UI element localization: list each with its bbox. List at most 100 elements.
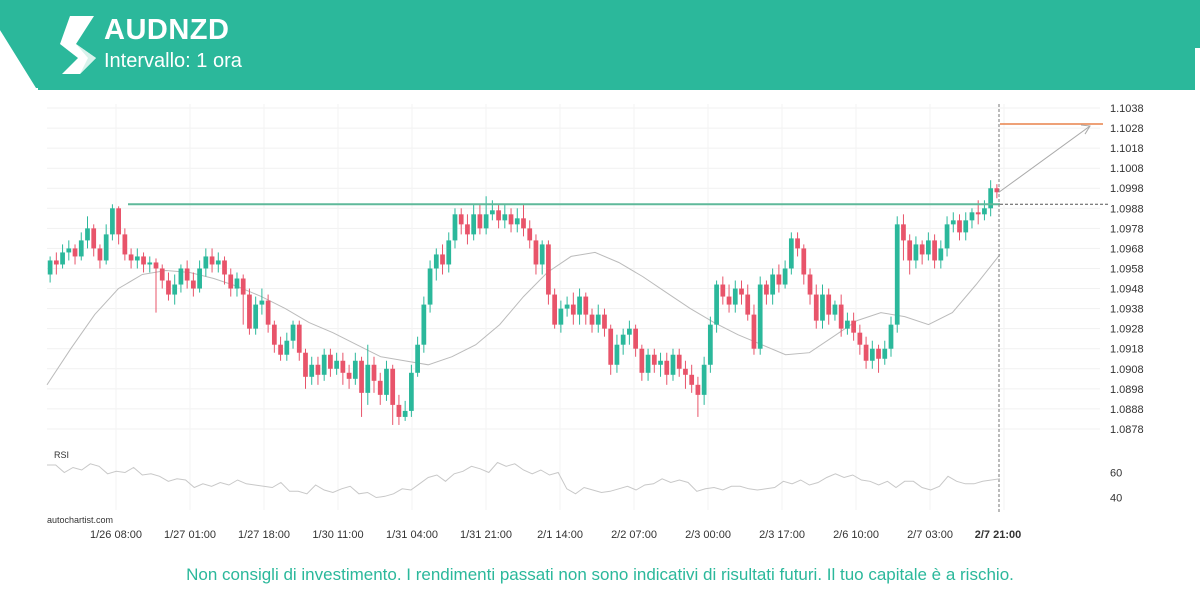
rsi-tick-label: 60	[1110, 468, 1122, 480]
price-tick-label: 1.0948	[1110, 284, 1144, 296]
candle-body	[645, 354, 651, 373]
candle-body	[994, 188, 1000, 193]
candle-body	[950, 220, 956, 225]
candle-body	[570, 304, 576, 315]
candle-body	[203, 256, 209, 269]
price-tick-label: 1.0968	[1110, 243, 1144, 255]
candle-body	[53, 260, 59, 265]
time-tick-label: 1/27 18:00	[238, 529, 290, 541]
candle-body	[153, 262, 159, 269]
candle-body	[66, 248, 72, 253]
branding-text: autochartist.com	[47, 515, 114, 525]
candle-body	[776, 274, 782, 285]
price-tick-label: 1.0888	[1110, 404, 1144, 416]
time-tick-label: 1/31 21:00	[460, 529, 512, 541]
candle-body	[751, 314, 757, 349]
forecast-arrow	[998, 125, 1091, 193]
candle-body	[670, 354, 676, 375]
rsi-label: RSI	[54, 450, 69, 460]
candle-body	[894, 224, 900, 325]
candle-body	[913, 244, 919, 261]
candle-body	[315, 364, 321, 375]
candle-body	[813, 294, 819, 321]
candle-body	[938, 248, 944, 261]
candle-body	[770, 274, 776, 295]
candle-body	[726, 296, 732, 305]
candle-body	[489, 210, 495, 215]
candle-body	[533, 240, 539, 265]
rsi-line	[47, 461, 1001, 499]
candle-body	[72, 248, 78, 257]
candle-body	[340, 360, 346, 373]
candle-body	[172, 284, 178, 295]
price-tick-label: 1.0938	[1110, 304, 1144, 316]
candle-body	[471, 214, 477, 235]
candle-body	[720, 284, 726, 297]
candle-body	[664, 360, 670, 375]
candle-body	[608, 328, 614, 365]
candle-body	[47, 260, 53, 275]
candle-body	[477, 214, 483, 229]
candle-body	[838, 304, 844, 329]
level-lines	[128, 104, 1110, 512]
candle-body	[502, 214, 508, 221]
candle-body	[845, 320, 850, 329]
candle-body	[957, 220, 962, 233]
candle-body	[919, 244, 925, 255]
chart-grid	[47, 104, 1100, 510]
candle-body	[969, 212, 975, 221]
candle-body	[695, 384, 701, 395]
price-tick-label: 1.0978	[1110, 223, 1144, 235]
time-tick-label: 2/7 21:00	[975, 529, 1021, 541]
candle-body	[801, 248, 807, 275]
time-tick-label: 2/3 17:00	[759, 529, 805, 541]
candle-body	[265, 300, 271, 325]
candle-body	[633, 328, 638, 349]
candle-body	[116, 208, 121, 235]
header-banner: AUDNZD Intervallo: 1 ora	[0, 0, 1200, 90]
candle-body	[602, 314, 607, 329]
candle-body	[128, 254, 134, 261]
rsi-tick-label: 40	[1110, 493, 1122, 505]
candle-body	[122, 234, 128, 255]
price-tick-label: 1.0958	[1110, 263, 1144, 275]
candle-body	[707, 324, 713, 365]
candle-body	[309, 364, 315, 377]
time-tick-label: 2/1 14:00	[537, 529, 583, 541]
candle-body	[683, 368, 688, 375]
price-axis: 1.1038 1.1028 1.1018 1.1008 1.0998 1.0988 1.09…	[1110, 103, 1144, 436]
chart-title: AUDNZD	[104, 14, 230, 46]
candle-body	[377, 380, 383, 395]
candle-body	[103, 234, 109, 261]
candle-body	[296, 324, 302, 353]
forecast-arrow-head	[1080, 124, 1091, 135]
price-tick-label: 1.0998	[1110, 183, 1144, 195]
candle-body	[863, 344, 869, 361]
candle-body	[247, 294, 252, 329]
time-tick-label: 1/27 01:00	[164, 529, 216, 541]
candle-body	[714, 284, 719, 325]
candle-body	[757, 284, 763, 349]
candle-body	[558, 308, 564, 325]
candle-body	[907, 240, 913, 261]
header-background	[0, 0, 1200, 90]
candle-body	[240, 278, 246, 295]
time-tick-label: 2/2 07:00	[611, 529, 657, 541]
candle-body	[110, 208, 115, 235]
candle-body	[514, 218, 520, 225]
candle-body	[390, 368, 396, 405]
candle-body	[465, 224, 470, 235]
interval-label: Intervallo: 1 ora	[104, 50, 242, 72]
price-chart: 1.1038 1.1028 1.1018 1.1008 1.0998 1.0988 1.09…	[46, 103, 1144, 541]
time-tick-label: 1/31 04:00	[386, 529, 438, 541]
candle-body	[184, 268, 190, 281]
candle-body	[433, 254, 439, 269]
candle-body	[595, 314, 601, 325]
candle-body	[259, 300, 265, 305]
candle-body	[795, 238, 800, 249]
candle-body	[627, 328, 632, 335]
price-tick-label: 1.0988	[1110, 203, 1144, 215]
time-tick-label: 2/3 00:00	[685, 529, 731, 541]
candle-body	[701, 364, 707, 395]
candle-body	[346, 372, 352, 379]
